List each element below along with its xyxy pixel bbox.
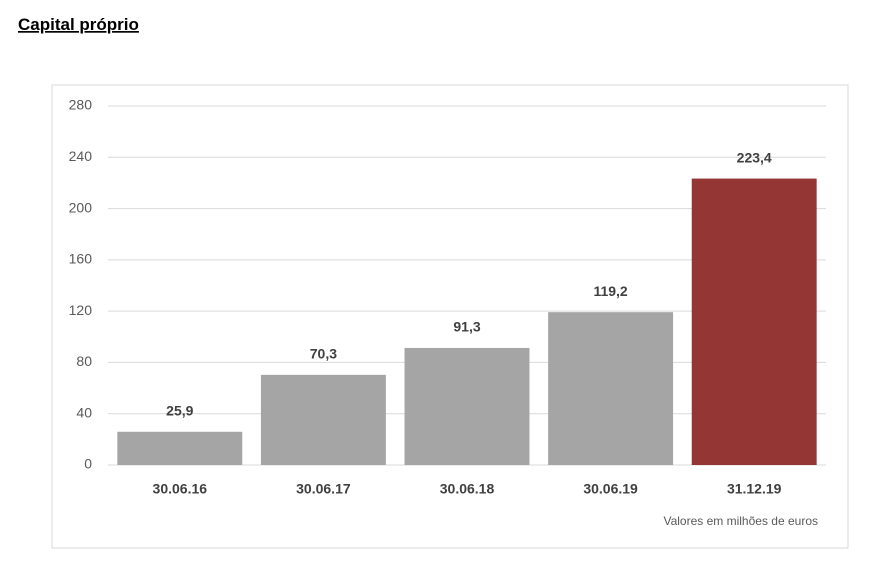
x-tick-label: 30.06.18	[440, 481, 495, 497]
x-tick-label: 30.06.17	[296, 481, 351, 497]
bar	[260, 374, 386, 465]
bar	[404, 347, 530, 465]
chart-title: Capital próprio	[18, 15, 139, 34]
y-tick-label: 80	[76, 353, 92, 369]
x-tick-label: 30.06.19	[583, 481, 638, 497]
y-tick-label: 0	[84, 456, 92, 472]
value-label: 119,2	[593, 283, 627, 299]
x-tick-label: 31.12.19	[727, 481, 782, 497]
value-label: 223,4	[737, 149, 772, 165]
value-label: 91,3	[453, 319, 480, 335]
bar	[548, 312, 674, 465]
bar	[117, 431, 243, 465]
note: Valores em milhões de euros	[663, 514, 818, 528]
y-tick-label: 280	[69, 97, 93, 113]
y-tick-label: 40	[76, 404, 92, 420]
chart-frame	[51, 84, 849, 549]
value-label: 70,3	[310, 346, 337, 362]
y-tick-label: 120	[69, 302, 93, 318]
y-tick-label: 200	[69, 199, 93, 215]
y-tick-label: 160	[69, 251, 93, 267]
value-label: 25,9	[166, 402, 193, 418]
y-tick-label: 240	[69, 148, 93, 164]
bar	[691, 178, 817, 466]
x-tick-label: 30.06.16	[153, 481, 208, 497]
